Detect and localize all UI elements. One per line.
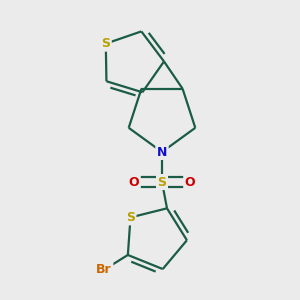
Text: S: S [126, 211, 135, 224]
Text: O: O [129, 176, 139, 188]
Text: S: S [158, 176, 166, 188]
Text: N: N [157, 146, 167, 158]
Text: Br: Br [96, 263, 112, 276]
Text: O: O [185, 176, 195, 188]
Text: S: S [101, 37, 110, 50]
